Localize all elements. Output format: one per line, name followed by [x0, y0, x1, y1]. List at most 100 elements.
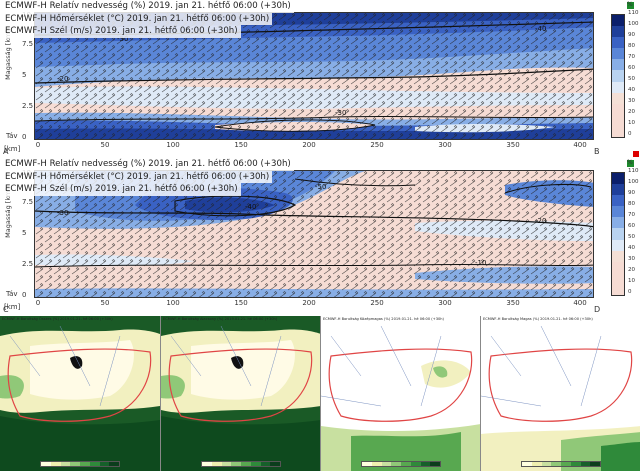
start-point-label: C	[3, 305, 9, 314]
legend-swatch	[80, 462, 90, 466]
legend-swatch	[570, 462, 581, 466]
contour-label: -10	[475, 259, 486, 267]
map-title: ECMWF-H Borultság Magas (%) 2019.01.21. …	[483, 317, 593, 321]
legend-swatch	[260, 462, 271, 466]
legend-swatch	[60, 462, 71, 466]
legend-swatch	[70, 462, 80, 466]
x-tick: 0	[35, 141, 41, 149]
legend-swatch	[250, 462, 261, 466]
x-tick: 250	[370, 141, 384, 149]
colorbar-tick: 80	[628, 43, 635, 49]
colorbar-swatch	[612, 228, 624, 240]
legend-swatch	[430, 462, 440, 466]
legend-swatch	[561, 462, 571, 466]
colorbar-tick: 60	[628, 223, 635, 229]
x-tick: 150	[234, 299, 248, 307]
colorbar-tick: 20	[628, 267, 635, 273]
colorbar-tick: 110	[628, 10, 639, 16]
km-label: [km]	[4, 303, 21, 311]
legend-swatch	[109, 462, 119, 466]
map-title: ECMWF-H Borultság Összes (%) 2019.01.21.…	[2, 317, 113, 321]
x-tick: 150	[234, 141, 248, 149]
legend-swatch	[89, 462, 100, 466]
km-label: [km]	[4, 145, 21, 153]
x-tick: 100	[166, 141, 180, 149]
legend-swatch	[522, 462, 532, 466]
colorbar-marker	[627, 160, 634, 167]
x-tick: 250	[370, 299, 384, 307]
colorbar-tick: 40	[628, 87, 635, 93]
colorbar-swatch	[612, 272, 624, 284]
header-rh: ECMWF-H Relatív nedvesség (%) 2019. jan …	[2, 0, 294, 13]
header-rh: ECMWF-H Relatív nedvesség (%) 2019. jan …	[2, 158, 294, 171]
colorbar-tick: 70	[628, 212, 635, 218]
x-tick: 400	[573, 299, 587, 307]
contour-label: -50	[315, 183, 326, 191]
x-tick: 300	[438, 141, 452, 149]
colorbar-tick: 40	[628, 245, 635, 251]
legend-swatch	[531, 462, 542, 466]
colorbar-tick: 80	[628, 201, 635, 207]
end-point-label: B	[594, 147, 600, 156]
x-tick: 100	[166, 299, 180, 307]
map-legend	[361, 461, 441, 467]
map-legend	[521, 461, 601, 467]
legend-swatch	[50, 462, 61, 466]
header-temp: ECMWF-H Hőmérséklet (°C) 2019. jan 21. h…	[2, 12, 273, 25]
legend-swatch	[551, 462, 561, 466]
colorbar-swatch	[612, 283, 624, 296]
colorbar-tick: 100	[628, 21, 639, 27]
header-wind: ECMWF-H Szél (m/s) 2019. jan 21. hétfő 0…	[2, 183, 241, 196]
legend-swatch	[41, 462, 51, 466]
colorbar-tick: 90	[628, 32, 635, 38]
map-title: ECMWF-H Borultság Középmagas (%) 2019.01…	[323, 317, 444, 321]
map-title: ECMWF-H Borultság Alacsony (%) 2019.01.2…	[163, 317, 278, 321]
colorbar-swatch	[612, 26, 624, 38]
colorbar	[611, 172, 625, 296]
colorbar-swatch	[612, 15, 624, 27]
cross-section-ab: ECMWF-H Relatív nedvesség (%) 2019. jan …	[0, 0, 640, 158]
start-point-label: A	[3, 147, 9, 156]
colorbar-tick: 0	[628, 289, 632, 295]
distance-label: Táv	[6, 132, 18, 140]
end-point-label: D	[594, 305, 601, 314]
y-tick: 5	[22, 229, 27, 237]
y-tick: 2.5	[22, 102, 34, 110]
colorbar-swatch	[612, 250, 624, 262]
colorbar-tick: 10	[628, 120, 635, 126]
contour-label: -40	[535, 25, 546, 33]
y-tick: 0	[22, 291, 27, 299]
y-tick: 7.5	[22, 40, 34, 48]
colorbar-marker	[627, 2, 634, 9]
colorbar-tick: 0	[628, 131, 632, 137]
y-tick: 7.5	[22, 198, 34, 206]
legend-swatch	[580, 462, 591, 466]
map-total-cloud: ECMWF-H Borultság Összes (%) 2019.01.21.…	[0, 316, 160, 471]
colorbar-tick: 70	[628, 54, 635, 60]
colorbar-swatch	[612, 184, 624, 196]
colorbar-swatch	[612, 103, 624, 115]
x-tick: 300	[438, 299, 452, 307]
legend-swatch	[371, 462, 382, 466]
y-tick: 5	[22, 71, 27, 79]
contour-label: -20	[57, 75, 68, 83]
colorbar-swatch	[612, 59, 624, 71]
legend-swatch	[420, 462, 431, 466]
legend-swatch	[221, 462, 232, 466]
header-temp: ECMWF-H Hőmérséklet (°C) 2019. jan 21. h…	[2, 170, 273, 183]
x-tick: 350	[506, 141, 520, 149]
x-tick: 200	[302, 299, 316, 307]
legend-swatch	[99, 462, 110, 466]
colorbar-swatch	[612, 261, 624, 273]
x-tick: 50	[100, 299, 110, 307]
colorbar-tick: 30	[628, 98, 635, 104]
contour-label: -50	[117, 35, 128, 43]
legend-swatch	[590, 462, 600, 466]
x-tick: 400	[573, 141, 587, 149]
colorbar-tick: 20	[628, 109, 635, 115]
contour-label: -40	[245, 203, 256, 211]
colorbar-swatch	[612, 92, 624, 104]
colorbar-swatch	[612, 70, 624, 82]
contour-label: -30	[335, 109, 346, 117]
colorbar	[611, 14, 625, 138]
